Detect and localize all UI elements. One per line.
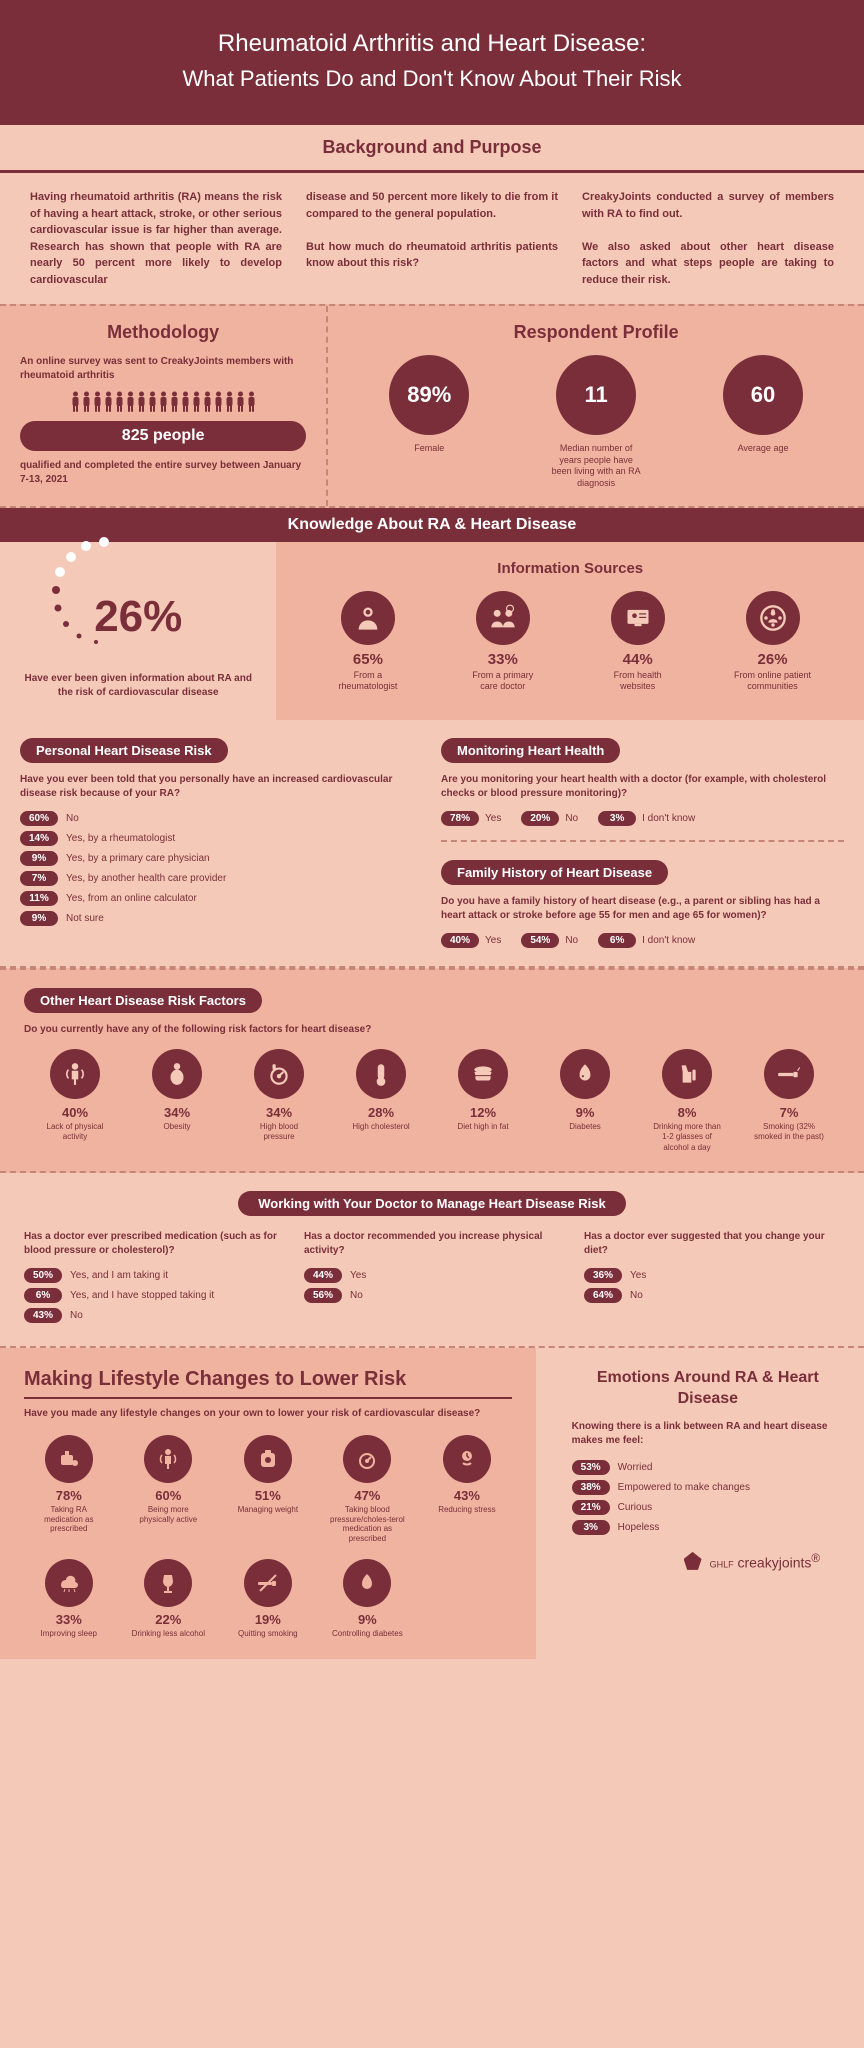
risk-factors: Other Heart Disease Risk Factors Do you … bbox=[0, 968, 864, 1173]
info-source-item: 44% From health websites bbox=[598, 591, 678, 693]
rf-icon bbox=[152, 1049, 202, 1099]
bg-col1: Having rheumatoid arthritis (RA) means t… bbox=[30, 189, 282, 288]
source-icon bbox=[611, 591, 665, 645]
title-line2: What Patients Do and Don't Know About Th… bbox=[40, 66, 824, 92]
profile-stat: 11 Median number of years people have be… bbox=[551, 355, 641, 490]
rf-icon bbox=[254, 1049, 304, 1099]
life-icon bbox=[343, 1435, 391, 1483]
emotion-row: 53%Worried bbox=[572, 1460, 844, 1475]
risk-factor-item: 28% High cholesterol bbox=[330, 1049, 432, 1153]
family-history: Family History of Heart Disease Do you h… bbox=[441, 860, 844, 948]
info-source-item: 26% From online patient communities bbox=[733, 591, 813, 693]
doctor-col: Has a doctor recommended you increase ph… bbox=[304, 1230, 560, 1328]
rf-icon bbox=[458, 1049, 508, 1099]
risk-factor-item: 34% Obesity bbox=[126, 1049, 228, 1153]
info-source-item: 65% From a rheumatologist bbox=[328, 591, 408, 693]
risk-factor-item: 8% Drinking more than 1-2 glasses of alc… bbox=[636, 1049, 738, 1153]
rf-icon bbox=[560, 1049, 610, 1099]
stat-row: 9%Yes, by a primary care physician bbox=[20, 851, 423, 866]
risk-factor-item: 34% High blood pressure bbox=[228, 1049, 330, 1153]
profile-stat: 60 Average age bbox=[723, 355, 803, 490]
knowledge-main: 26% Have ever been given information abo… bbox=[0, 542, 276, 720]
risk-factor-item: 12% Diet high in fat bbox=[432, 1049, 534, 1153]
stat-inline: 6%I don't know bbox=[598, 933, 695, 948]
life-icon bbox=[45, 1435, 93, 1483]
stat-inline: 3%I don't know bbox=[598, 811, 695, 826]
bg-col3: CreakyJoints conducted a survey of membe… bbox=[582, 189, 834, 288]
doctor-col: Has a doctor ever prescribed medication … bbox=[24, 1230, 280, 1328]
lifestyle-item: 19% Quitting smoking bbox=[223, 1559, 313, 1639]
stat-row: 60%No bbox=[20, 811, 423, 826]
doctor-section: Working with Your Doctor to Manage Heart… bbox=[0, 1173, 864, 1348]
risk-factor-item: 7% Smoking (32% smoked in the past) bbox=[738, 1049, 840, 1153]
lifestyle-item: 60% Being more physically active bbox=[124, 1435, 214, 1543]
emotion-row: 21%Curious bbox=[572, 1500, 844, 1515]
lifestyle-item: 47% Taking blood pressure/choles-terol m… bbox=[323, 1435, 413, 1543]
stat-row: 11%Yes, from an online calculator bbox=[20, 891, 423, 906]
stat-row: 14%Yes, by a rheumatologist bbox=[20, 831, 423, 846]
page-header: Rheumatoid Arthritis and Heart Disease: … bbox=[0, 0, 864, 122]
respondent-profile: Respondent Profile 89% Female 11 Median … bbox=[328, 306, 864, 506]
people-icons bbox=[20, 391, 306, 413]
rf-icon bbox=[662, 1049, 712, 1099]
rf-icon bbox=[764, 1049, 814, 1099]
stat-inline: 20%No bbox=[521, 811, 578, 826]
lifestyle-item: 9% Controlling diabetes bbox=[323, 1559, 413, 1639]
lifestyle-item: 43% Reducing stress bbox=[422, 1435, 512, 1543]
stat-row: 7%Yes, by another health care provider bbox=[20, 871, 423, 886]
emotion-row: 38%Empowered to make changes bbox=[572, 1480, 844, 1495]
background-section: Having rheumatoid arthritis (RA) means t… bbox=[0, 173, 864, 304]
title-line1: Rheumatoid Arthritis and Heart Disease: bbox=[40, 30, 824, 58]
monitoring: Monitoring Heart Health Are you monitori… bbox=[441, 738, 844, 842]
methodology: Methodology An online survey was sent to… bbox=[0, 306, 328, 506]
stat-row: 9%Not sure bbox=[20, 911, 423, 926]
source-icon bbox=[746, 591, 800, 645]
info-source-item: 33% From a primary care doctor bbox=[463, 591, 543, 693]
source-icon bbox=[341, 591, 395, 645]
risk-factor-item: 40% Lack of physical activity bbox=[24, 1049, 126, 1153]
lifestyle-item: 22% Drinking less alcohol bbox=[124, 1559, 214, 1639]
doctor-col: Has a doctor ever suggested that you cha… bbox=[584, 1230, 840, 1328]
stat-inline: 78%Yes bbox=[441, 811, 501, 826]
life-icon bbox=[144, 1435, 192, 1483]
life-icon bbox=[343, 1559, 391, 1607]
personal-risk: Personal Heart Disease Risk Have you eve… bbox=[20, 738, 423, 948]
stat-inline: 40%Yes bbox=[441, 933, 501, 948]
life-icon bbox=[45, 1559, 93, 1607]
life-icon bbox=[244, 1435, 292, 1483]
emotions: Emotions Around RA & Heart Disease Knowi… bbox=[552, 1348, 864, 1659]
logo-icon bbox=[684, 1552, 702, 1570]
emotion-row: 3%Hopeless bbox=[572, 1520, 844, 1535]
info-sources: Information Sources 65% From a rheumatol… bbox=[276, 542, 864, 720]
profile-stat: 89% Female bbox=[389, 355, 469, 490]
risk-factor-item: 9% Diabetes bbox=[534, 1049, 636, 1153]
life-icon bbox=[144, 1559, 192, 1607]
lifestyle-item: 51% Managing weight bbox=[223, 1435, 313, 1543]
footer: GHLF creakyjoints® bbox=[572, 1540, 844, 1583]
bg-col2: disease and 50 percent more likely to di… bbox=[306, 189, 558, 288]
source-icon bbox=[476, 591, 530, 645]
lifestyle-item: 78% Taking RA medication as prescribed bbox=[24, 1435, 114, 1543]
lifestyle-item: 33% Improving sleep bbox=[24, 1559, 114, 1639]
background-title: Background and Purpose bbox=[0, 122, 864, 173]
stat-inline: 54%No bbox=[521, 933, 578, 948]
rf-icon bbox=[356, 1049, 406, 1099]
life-icon bbox=[443, 1435, 491, 1483]
rf-icon bbox=[50, 1049, 100, 1099]
lifestyle: Making Lifestyle Changes to Lower Risk H… bbox=[0, 1348, 536, 1659]
life-icon bbox=[244, 1559, 292, 1607]
